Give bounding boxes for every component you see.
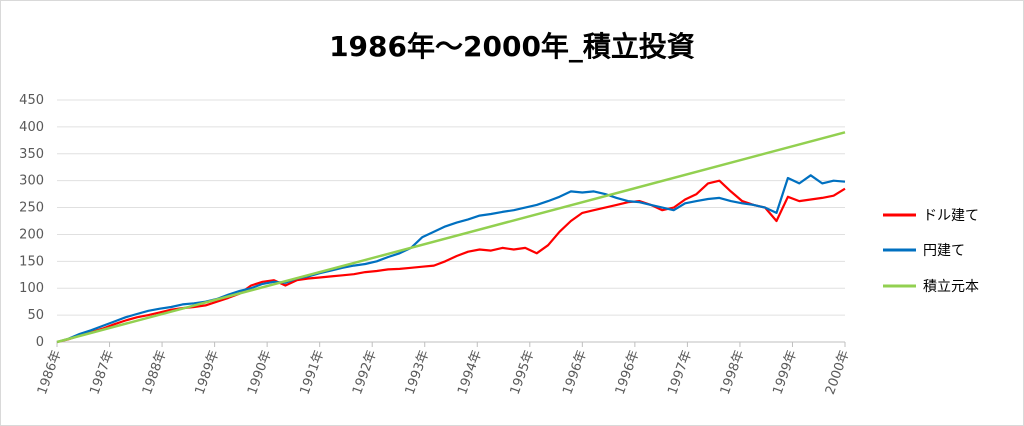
chart-title: 1986年～2000年_積立投資 (329, 30, 695, 63)
x-axis-ticks: 1986年 1987年 1988年 1989年 1990年 1991年 1992年 1993年… (35, 342, 853, 397)
x-tick-label: 1987年 (87, 348, 117, 396)
x-tick-label: 1991年 (298, 348, 328, 396)
legend-label: 円建て (923, 243, 965, 259)
x-tick-label: 1990年 (245, 348, 275, 396)
y-tick-label: 350 (19, 147, 44, 162)
x-tick-label: 2000年 (823, 348, 853, 396)
y-tick-label: 300 (19, 174, 44, 189)
series-line-1 (56, 174, 846, 344)
x-tick-label: 1996年 (613, 348, 643, 396)
x-tick-label: 1986年 (35, 348, 65, 396)
series-lines (56, 131, 846, 344)
x-tick-label: 1989年 (192, 348, 222, 396)
x-tick-label: 1998年 (718, 348, 748, 396)
x-tick-label: 1995年 (508, 348, 538, 396)
y-tick-label: 50 (27, 308, 44, 323)
x-tick-label: 1993年 (403, 348, 433, 396)
x-tick-label: 1992年 (350, 348, 380, 396)
x-tick-label: 1997年 (665, 348, 695, 396)
x-tick-label: 1994年 (455, 348, 485, 396)
y-tick-label: 0 (36, 335, 44, 350)
x-tick-label: 1999年 (770, 348, 800, 396)
y-axis-ticks: 0 50 100 150 200 250 300 350 400 450 (19, 93, 44, 350)
x-tick-label: 1996年 (560, 348, 590, 396)
legend-label: 積立元本 (923, 279, 979, 295)
y-tick-label: 100 (19, 281, 44, 296)
y-tick-label: 150 (19, 254, 44, 269)
y-tick-label: 450 (19, 93, 44, 108)
y-tick-label: 250 (19, 201, 44, 216)
y-tick-label: 200 (19, 227, 44, 242)
x-tick-label: 1988年 (140, 348, 170, 396)
legend-label: ドル建て (923, 208, 979, 224)
y-tick-label: 400 (19, 120, 44, 135)
gridlines (57, 99, 845, 343)
series-line-2 (56, 131, 846, 344)
